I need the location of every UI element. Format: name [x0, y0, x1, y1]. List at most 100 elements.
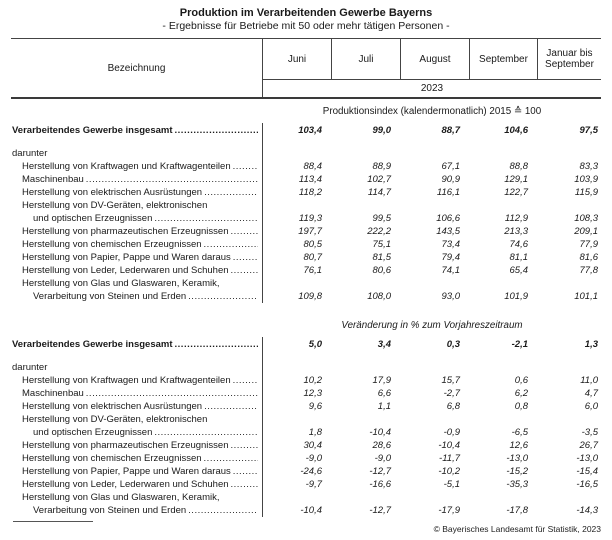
row-label-cell: Herstellung von Kraftwagen und Kraftwage…	[11, 160, 263, 173]
row-label-cell: Herstellung von chemischen Erzeugnissen.…	[11, 238, 263, 251]
cell-value: 80,7	[303, 252, 323, 263]
cell-value: 81,1	[509, 252, 529, 263]
row-label: Herstellung von Glas und Glaswaren, Kera…	[22, 492, 220, 503]
dot-leader: ........................................…	[154, 427, 258, 438]
cell-value: 129,1	[504, 174, 528, 185]
table-row: und optischen Erzeugnissen..............…	[11, 212, 601, 225]
cell-value: 73,4	[441, 239, 461, 250]
month-header-group: Juni Juli August September Januar bis Se…	[263, 39, 601, 97]
cell-value: 6,2	[514, 388, 528, 399]
row-label-cell: Verarbeitendes Gewerbe insgesamt........…	[11, 123, 263, 138]
cell-value: 90,9	[441, 174, 461, 185]
row-label: Herstellung von Kraftwagen und Kraftwage…	[22, 161, 231, 172]
table-row: Herstellung von Leder, Lederwaren und Sc…	[11, 264, 601, 277]
cell-value: -10,4	[300, 505, 322, 516]
row-label: Herstellung von Glas und Glaswaren, Kera…	[22, 278, 220, 289]
table-row: Herstellung von Papier, Pappe und Waren …	[11, 251, 601, 264]
cell-value: 6,0	[584, 401, 598, 412]
column-header-august: August	[401, 39, 470, 79]
row-label: Verarbeitendes Gewerbe insgesamt	[12, 339, 173, 350]
cell-value: 83,3	[579, 161, 599, 172]
cell-value: -9,0	[305, 453, 322, 464]
row-label: Herstellung von Kraftwagen und Kraftwage…	[22, 375, 231, 386]
table-row: Maschinenbau............................…	[11, 387, 601, 400]
dot-leader: ........................................…	[230, 440, 258, 451]
cell-value: 197,7	[298, 226, 322, 237]
column-header-bezeichnung: Bezeichnung	[11, 39, 263, 97]
cell-value: 77,8	[579, 265, 599, 276]
cell-value: 4,7	[584, 388, 598, 399]
dot-leader: ........................................…	[232, 466, 258, 477]
row-label-cell: darunter	[11, 147, 263, 160]
table-row: Verarbeitung von Steinen und Erden......…	[11, 504, 601, 517]
copyright: © Bayerisches Landesamt für Statistik, 2…	[433, 524, 601, 534]
table-row: Herstellung von Papier, Pappe und Waren …	[11, 465, 601, 478]
dot-leader: ........................................…	[85, 388, 258, 399]
dot-leader: ........................................…	[203, 453, 258, 464]
spacer-row	[11, 138, 601, 147]
cell-value: 209,1	[574, 226, 598, 237]
table-row: Herstellung von elektrischen Ausrüstunge…	[11, 186, 601, 199]
row-label-cell: und optischen Erzeugnissen..............…	[11, 212, 263, 225]
cell-value: -14,3	[576, 505, 598, 516]
table-row: Herstellung von Kraftwagen und Kraftwage…	[11, 160, 601, 173]
statistics-table: Bezeichnung Juni Juli August September J…	[11, 38, 601, 517]
row-label-cell: Herstellung von Papier, Pappe und Waren …	[11, 465, 263, 478]
cell-value: 15,7	[441, 375, 461, 386]
dot-leader: ........................................…	[188, 505, 258, 516]
cell-value: 97,5	[579, 125, 599, 136]
cell-value: 17,9	[372, 375, 392, 386]
cell-value: 88,7	[441, 125, 461, 136]
dot-leader: ........................................…	[154, 213, 258, 224]
cell-value: 1,1	[377, 401, 391, 412]
table-row: Herstellung von DV-Geräten, elektronisch…	[11, 413, 601, 426]
row-label-cell: Herstellung von Glas und Glaswaren, Kera…	[11, 491, 263, 504]
table-row: Herstellung von elektrischen Ausrüstunge…	[11, 400, 601, 413]
table-body: Produktionsindex (kalendermonatlich) 201…	[11, 99, 601, 517]
table-row: Maschinenbau............................…	[11, 173, 601, 186]
cell-value: -12,7	[369, 466, 391, 477]
row-label-cell: Herstellung von elektrischen Ausrüstunge…	[11, 186, 263, 199]
row-label-cell: und optischen Erzeugnissen..............…	[11, 426, 263, 439]
row-label-cell: darunter	[11, 361, 263, 374]
row-label-cell: Verarbeitung von Steinen und Erden......…	[11, 290, 263, 303]
row-label: darunter	[12, 148, 48, 159]
cell-value: 6,8	[446, 401, 460, 412]
dot-leader: ........................................…	[204, 187, 258, 198]
cell-value: -3,5	[581, 427, 598, 438]
year-band: 2023	[263, 80, 601, 97]
cell-value: 79,4	[441, 252, 461, 263]
row-label-cell: Verarbeitendes Gewerbe insgesamt........…	[11, 337, 263, 352]
cell-value: 112,9	[504, 213, 528, 224]
table-row: Herstellung von chemischen Erzeugnissen.…	[11, 452, 601, 465]
cell-value: 102,7	[367, 174, 391, 185]
section-rows: Verarbeitendes Gewerbe insgesamt........…	[11, 123, 601, 303]
cell-value: 81,5	[372, 252, 392, 263]
row-label: Maschinenbau	[22, 174, 84, 185]
section-header-produktionsindex: Produktionsindex (kalendermonatlich) 201…	[322, 105, 542, 117]
cell-value: 12,6	[509, 440, 529, 451]
row-label-cell: Herstellung von pharmazeutischen Erzeugn…	[11, 225, 263, 238]
cell-value: 213,3	[504, 226, 528, 237]
cell-value: 222,2	[367, 226, 391, 237]
cell-value: 106,6	[436, 213, 460, 224]
row-label: Herstellung von Leder, Lederwaren und Sc…	[22, 479, 229, 490]
cell-value: 119,3	[298, 213, 322, 224]
table-row: darunter	[11, 147, 601, 160]
section-rows: Verarbeitendes Gewerbe insgesamt........…	[11, 337, 601, 517]
page-subtitle: - Ergebnisse für Betriebe mit 50 oder me…	[162, 20, 450, 32]
dot-leader: ........................................…	[188, 291, 258, 302]
cell-value: 12,3	[303, 388, 323, 399]
cell-value: -35,3	[506, 479, 528, 490]
cell-value: 93,0	[441, 291, 461, 302]
dot-leader: ........................................…	[174, 339, 258, 350]
cell-value: -11,7	[439, 453, 460, 464]
row-label-cell: Herstellung von Glas und Glaswaren, Kera…	[11, 277, 263, 290]
row-label: Herstellung von elektrischen Ausrüstunge…	[22, 187, 203, 198]
cell-value: -15,4	[576, 466, 598, 477]
row-label: Herstellung von elektrischen Ausrüstunge…	[22, 401, 203, 412]
row-label: Herstellung von chemischen Erzeugnissen	[22, 453, 202, 464]
cell-value: 3,4	[377, 339, 391, 350]
cell-value: 0,8	[514, 401, 528, 412]
